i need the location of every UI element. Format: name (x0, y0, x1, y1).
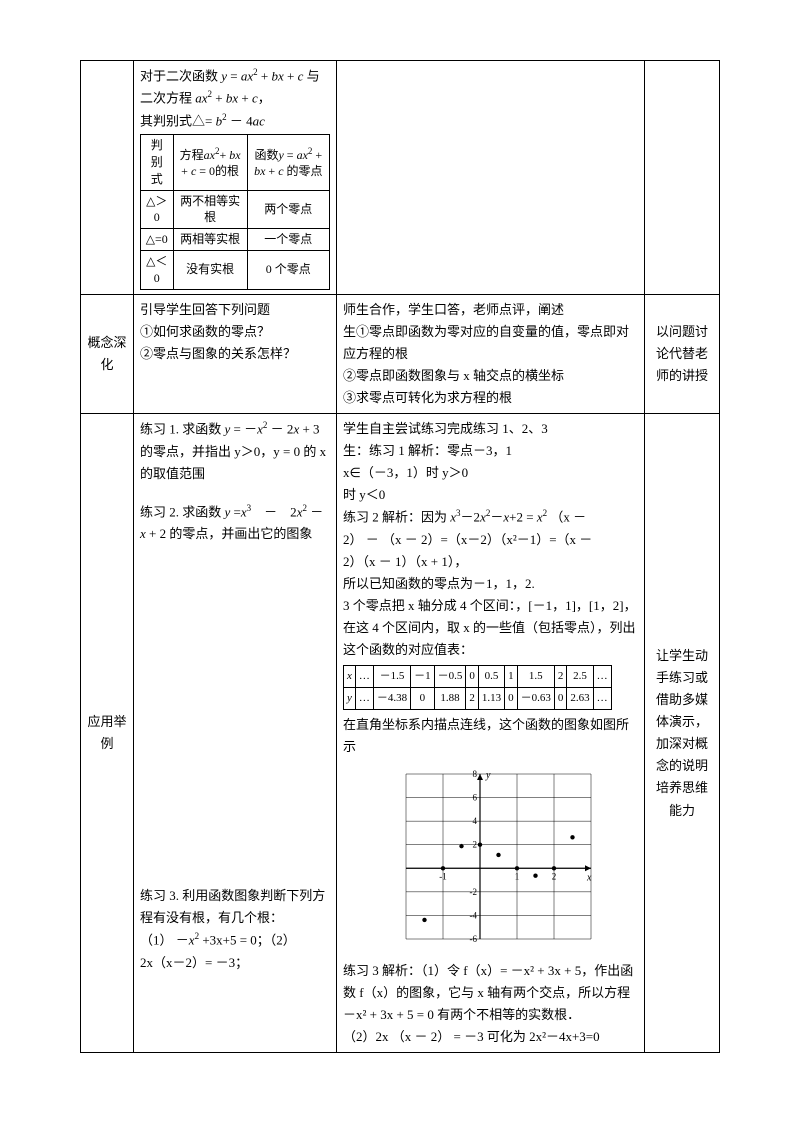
row3-mid: 学生自主尝试练习完成练习 1、2、3 生：练习 1 解析：零点－3，1 x∈（－… (337, 414, 645, 1053)
svg-text:-1: -1 (439, 871, 447, 881)
value-row-x: x … －1.5 －1 －0.5 0 0.5 1 1.5 2 2.5 … (344, 666, 612, 688)
function-chart: -6 -4 -2 2 4 6 8 -1 1 2 y x (381, 764, 601, 954)
svg-text:-2: -2 (469, 887, 477, 897)
row3-left: 练习 1. 求函数 y = －x2 － 2x + 3 的零点，并指出 y＞0，y… (134, 414, 337, 1053)
ih3: 函数y = ax2 + bx + c 的零点 (247, 135, 329, 190)
row1-label (81, 61, 134, 295)
ih1: 判别式 (141, 135, 174, 190)
svg-text:4: 4 (472, 816, 477, 826)
row1-right (645, 61, 720, 295)
svg-text:y: y (485, 770, 491, 781)
value-table: x … －1.5 －1 －0.5 0 0.5 1 1.5 2 2.5 … y …… (343, 665, 612, 709)
svg-text:-4: -4 (469, 910, 477, 920)
eq1: y (221, 68, 227, 83)
row2-mid: 师生合作，学生口答，老师点评，阐述 生①零点即函数为零对应的自变量的值，零点即对… (337, 294, 645, 413)
svg-text:6: 6 (472, 793, 477, 803)
r1-intro1: 对于二次函数 (140, 68, 218, 83)
svg-text:2: 2 (551, 871, 556, 881)
row2-right: 以问题讨论代替老师的讲授 (645, 294, 720, 413)
row3-label: 应用举例 (81, 414, 134, 1053)
ih2: 方程ax2+ bx + c = 0的根 (173, 135, 247, 190)
svg-text:2: 2 (472, 840, 477, 850)
row1-left: 对于二次函数 y = ax2 + bx + c 与二次方程 ax2 + bx +… (134, 61, 337, 295)
value-row-y: y … －4.38 0 1.88 2 1.13 0 －0.63 0 2.63 … (344, 688, 612, 710)
row2-label: 概念深化 (81, 294, 134, 413)
svg-text:8: 8 (472, 769, 477, 779)
row3-right: 让学生动手练习或借助多媒体演示，加深对概念的说明培养思维能力 (645, 414, 720, 1053)
r1-intro3: 其判别式△= (140, 113, 212, 128)
svg-text:1: 1 (514, 871, 519, 881)
row1-mid (337, 61, 645, 295)
discriminant-table: 判别式 方程ax2+ bx + c = 0的根 函数y = ax2 + bx +… (140, 134, 330, 289)
row2-left: 引导学生回答下列问题 ①如何求函数的零点？ ②零点与图象的关系怎样？ (134, 294, 337, 413)
svg-text:-6: -6 (469, 934, 477, 944)
svg-text:x: x (586, 872, 592, 883)
